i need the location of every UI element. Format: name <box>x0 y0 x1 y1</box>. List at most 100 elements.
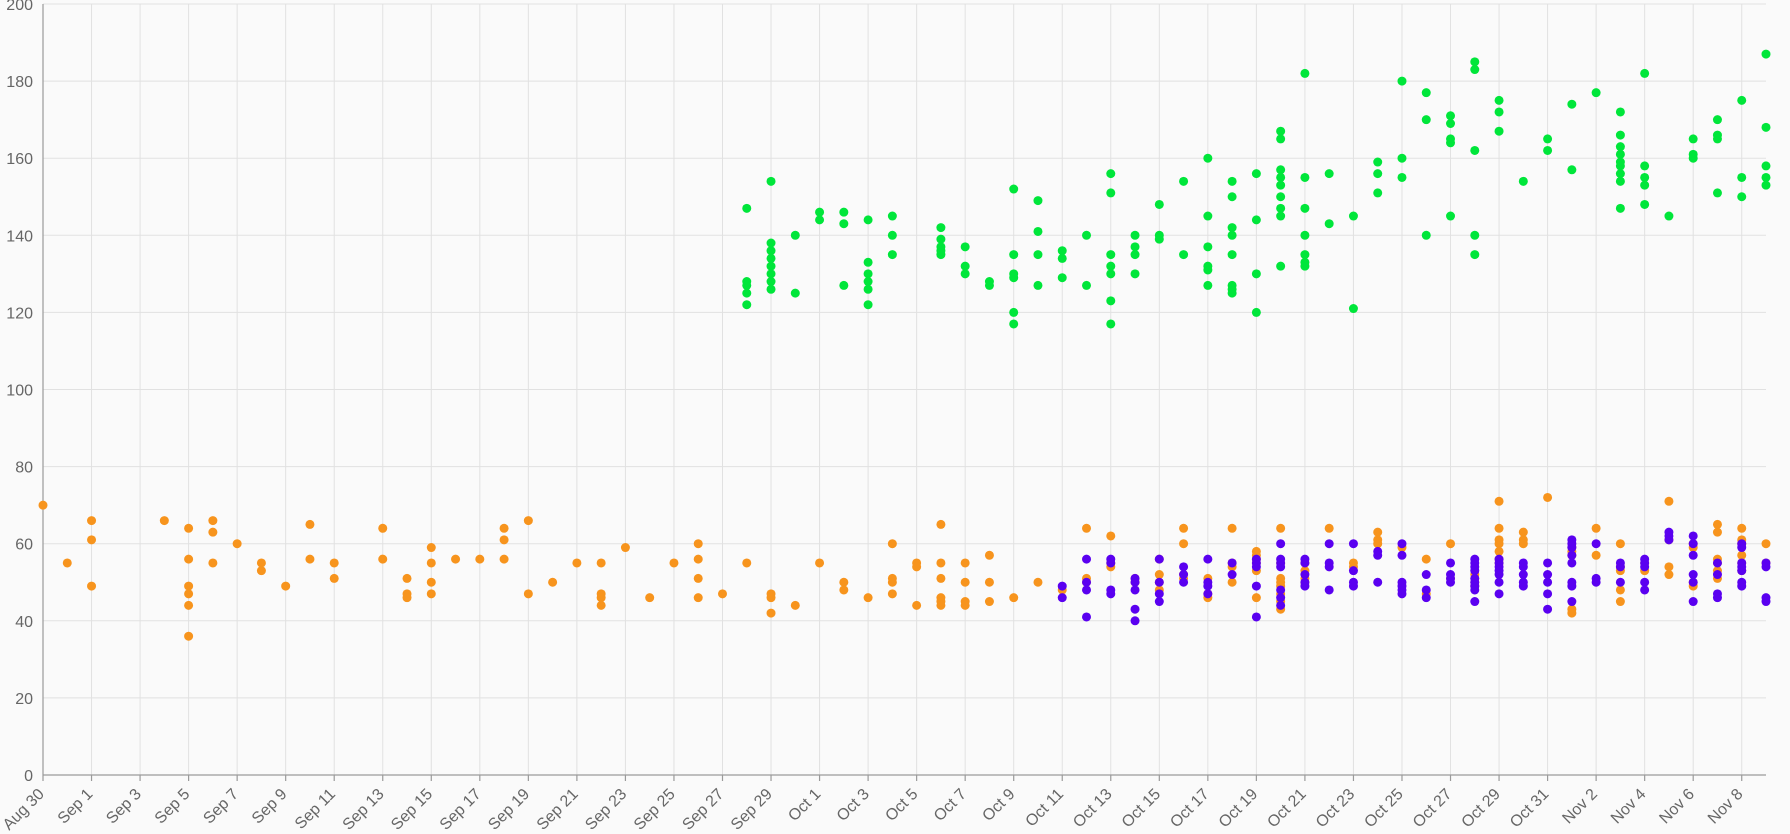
data-point <box>426 589 436 599</box>
data-point <box>596 593 606 603</box>
data-point <box>1130 269 1140 279</box>
data-point <box>1300 68 1310 78</box>
data-point <box>1494 496 1504 506</box>
data-point <box>1130 604 1140 614</box>
data-point <box>863 257 873 267</box>
data-point <box>1348 211 1358 221</box>
data-point <box>596 558 606 568</box>
data-point <box>499 535 509 545</box>
data-point <box>1712 115 1722 125</box>
data-point <box>1615 130 1625 140</box>
data-point <box>1494 539 1504 549</box>
data-point <box>912 600 922 610</box>
data-point <box>1276 261 1286 271</box>
x-tick-label: Sep 29 <box>728 786 776 834</box>
data-point <box>1543 604 1553 614</box>
data-point <box>887 577 897 587</box>
data-point <box>936 250 946 260</box>
data-point <box>1640 562 1650 572</box>
x-tick-label: Sep 17 <box>437 786 485 834</box>
data-point <box>863 215 873 225</box>
data-point <box>1033 280 1043 290</box>
data-point <box>1348 539 1358 549</box>
y-tick-label: 0 <box>24 768 33 785</box>
data-point <box>1615 539 1625 549</box>
data-point <box>1615 149 1625 159</box>
data-point <box>1567 581 1577 591</box>
data-point <box>936 558 946 568</box>
data-point <box>1397 589 1407 599</box>
y-tick-label: 200 <box>6 0 33 14</box>
data-point <box>1470 250 1480 260</box>
data-point <box>936 234 946 244</box>
data-point <box>87 581 97 591</box>
data-point <box>1615 176 1625 186</box>
data-point <box>669 558 679 568</box>
data-point <box>936 600 946 610</box>
data-point <box>1615 562 1625 572</box>
data-point <box>766 284 776 294</box>
data-point <box>839 280 849 290</box>
data-point <box>38 500 48 510</box>
data-point <box>87 516 97 526</box>
data-point <box>1615 107 1625 117</box>
data-point <box>1276 134 1286 144</box>
data-point <box>1518 570 1528 580</box>
data-point <box>1106 261 1116 271</box>
data-point <box>1033 250 1043 260</box>
data-point <box>1106 558 1116 568</box>
data-point <box>1251 307 1261 317</box>
data-point <box>1494 126 1504 136</box>
data-point <box>960 577 970 587</box>
data-point <box>1324 562 1334 572</box>
data-point <box>1009 593 1019 603</box>
x-tick-label: Oct 29 <box>1459 786 1504 831</box>
data-point <box>1543 577 1553 587</box>
data-point <box>1276 600 1286 610</box>
data-point <box>305 519 315 529</box>
data-point <box>1227 577 1237 587</box>
data-point <box>1421 115 1431 125</box>
data-point <box>1106 531 1116 541</box>
data-point <box>1009 307 1019 317</box>
data-point <box>184 589 194 599</box>
data-point <box>1130 242 1140 252</box>
data-point <box>1446 558 1456 568</box>
data-point <box>1106 169 1116 179</box>
axis-layer <box>42 4 1766 781</box>
x-tick-label: Oct 23 <box>1313 786 1358 831</box>
x-tick-label: Oct 31 <box>1507 786 1552 831</box>
data-point <box>766 269 776 279</box>
data-point <box>1543 492 1553 502</box>
y-tick-label: 40 <box>15 614 33 631</box>
data-point <box>1203 153 1213 163</box>
data-point <box>1300 570 1310 580</box>
x-tick-label: Nov 6 <box>1656 786 1698 828</box>
data-point <box>1057 593 1067 603</box>
data-point <box>1179 570 1189 580</box>
data-point <box>1300 581 1310 591</box>
data-point <box>1276 203 1286 213</box>
data-point <box>1494 95 1504 105</box>
data-point <box>960 558 970 568</box>
data-point <box>1179 562 1189 572</box>
data-point <box>1446 119 1456 129</box>
data-point <box>1518 527 1528 537</box>
data-point <box>1397 172 1407 182</box>
data-point <box>1276 192 1286 202</box>
x-tick-label: Sep 1 <box>55 786 97 828</box>
data-point <box>1348 566 1358 576</box>
data-point <box>790 600 800 610</box>
data-point <box>1712 134 1722 144</box>
data-point <box>1664 211 1674 221</box>
data-point <box>1446 539 1456 549</box>
data-point <box>1494 589 1504 599</box>
data-point <box>863 300 873 310</box>
data-point <box>426 558 436 568</box>
data-point <box>815 558 825 568</box>
data-point <box>863 284 873 294</box>
data-point <box>1737 550 1747 560</box>
data-point <box>1179 577 1189 587</box>
data-point <box>1300 558 1310 568</box>
